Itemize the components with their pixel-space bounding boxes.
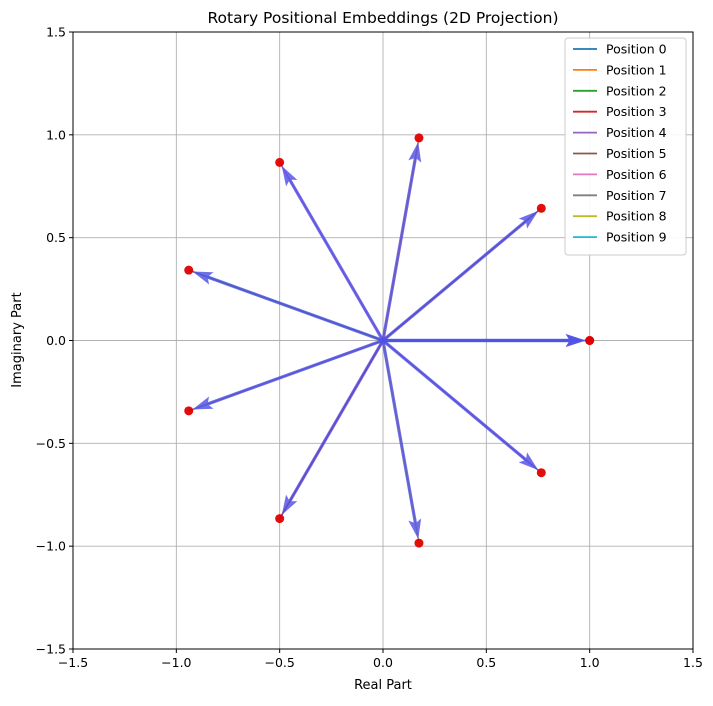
x-tick-label: 1.0 [580,655,600,670]
x-tick-label: 1.5 [683,655,703,670]
legend-box [564,37,687,256]
legend-label: Position 1 [606,62,667,77]
arrow [381,141,422,341]
data-point [275,514,285,524]
data-point [536,468,546,478]
arrow [381,210,539,342]
data-point [275,157,285,167]
y-axis-label: Imaginary Part [10,292,25,387]
data-layer [184,133,595,548]
x-tick-label: −0.5 [264,655,294,670]
data-point [414,538,424,548]
arrow [383,334,586,347]
arrow [381,339,539,471]
x-tick-label: −1.5 [58,655,88,670]
data-point [184,406,194,416]
data-point [585,336,595,345]
arrow [381,340,422,540]
x-tick-label: 0.5 [476,655,496,670]
ticks: −1.5 −1.0 −0.5 0.0 0.5 1.0 1.5 −1.5 −1.0 −0.5 0.0 0… [36,25,703,671]
legend-label: Position 3 [606,104,667,119]
legend-label: Position 4 [606,125,667,140]
data-point [184,265,194,275]
y-tick-label: −1.5 [36,642,66,657]
y-tick-label: 0.0 [46,333,66,348]
x-tick-label: −1.0 [161,655,191,670]
legend-label: Position 7 [606,188,667,203]
legend-label: Position 0 [606,42,667,57]
y-tick-label: 1.5 [46,25,66,40]
x-axis-label: Real Part [354,678,412,693]
data-point [414,133,424,143]
arrow [281,339,385,516]
y-tick-label: 0.5 [46,230,66,245]
legend-label: Position 6 [606,167,667,182]
legend-label: Position 5 [606,146,667,161]
data-point [536,203,546,213]
legend-label: Position 2 [606,83,667,98]
arrow [192,339,384,410]
y-tick-label: 1.0 [46,127,66,142]
chart-title: Rotary Positional Embeddings (2D Project… [207,9,558,27]
legend-label: Position 9 [606,230,667,245]
y-tick-label: −1.0 [36,539,66,554]
x-tick-label: 0.0 [373,655,393,670]
legend: Position 0 Position 1 Position 2 Position 3… [564,37,687,256]
arrow [281,165,385,342]
arrow [192,271,384,342]
y-tick-label: −0.5 [36,436,66,451]
legend-label: Position 8 [606,209,667,224]
